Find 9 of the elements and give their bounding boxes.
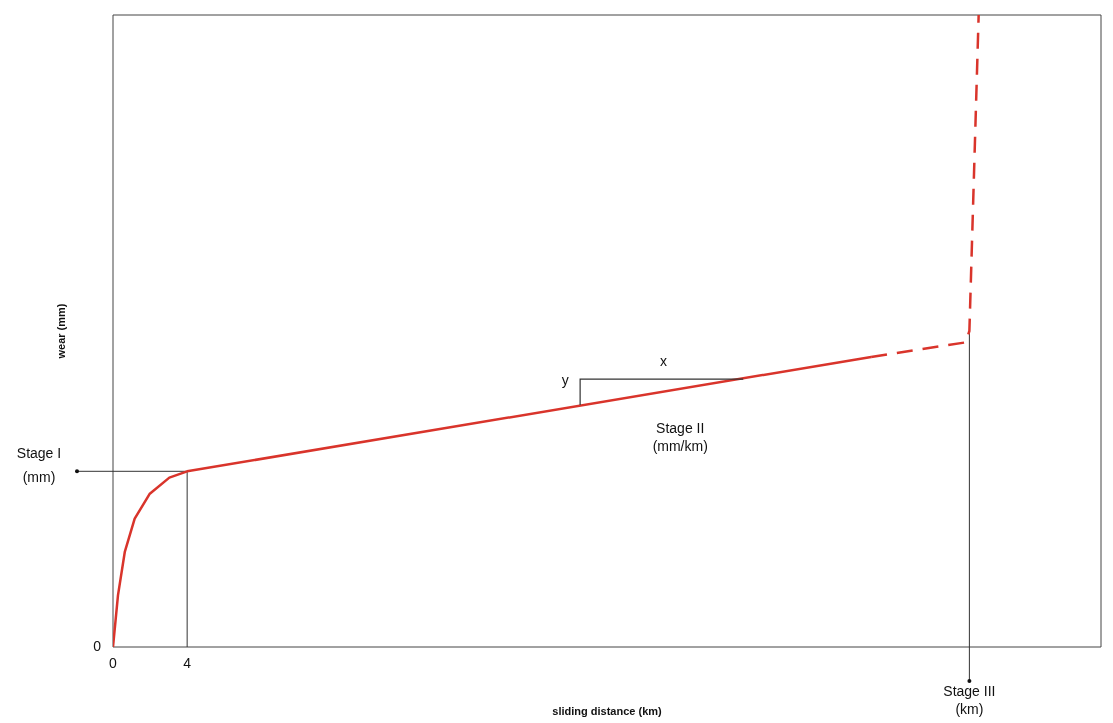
annotation: x [660, 353, 668, 370]
y-axis-title: wear (mm) [55, 303, 68, 360]
annotation: Stage II (mm/km) [652, 420, 708, 455]
ref-line-label: Stage III (km) [943, 682, 996, 717]
ref-line-label: Stage I (mm) [16, 445, 62, 486]
annotation: 0 [93, 637, 102, 654]
annotation: y [561, 372, 569, 389]
x-tick-label: 4 [183, 655, 192, 672]
x-axis-title: sliding distance (km) [552, 705, 663, 718]
